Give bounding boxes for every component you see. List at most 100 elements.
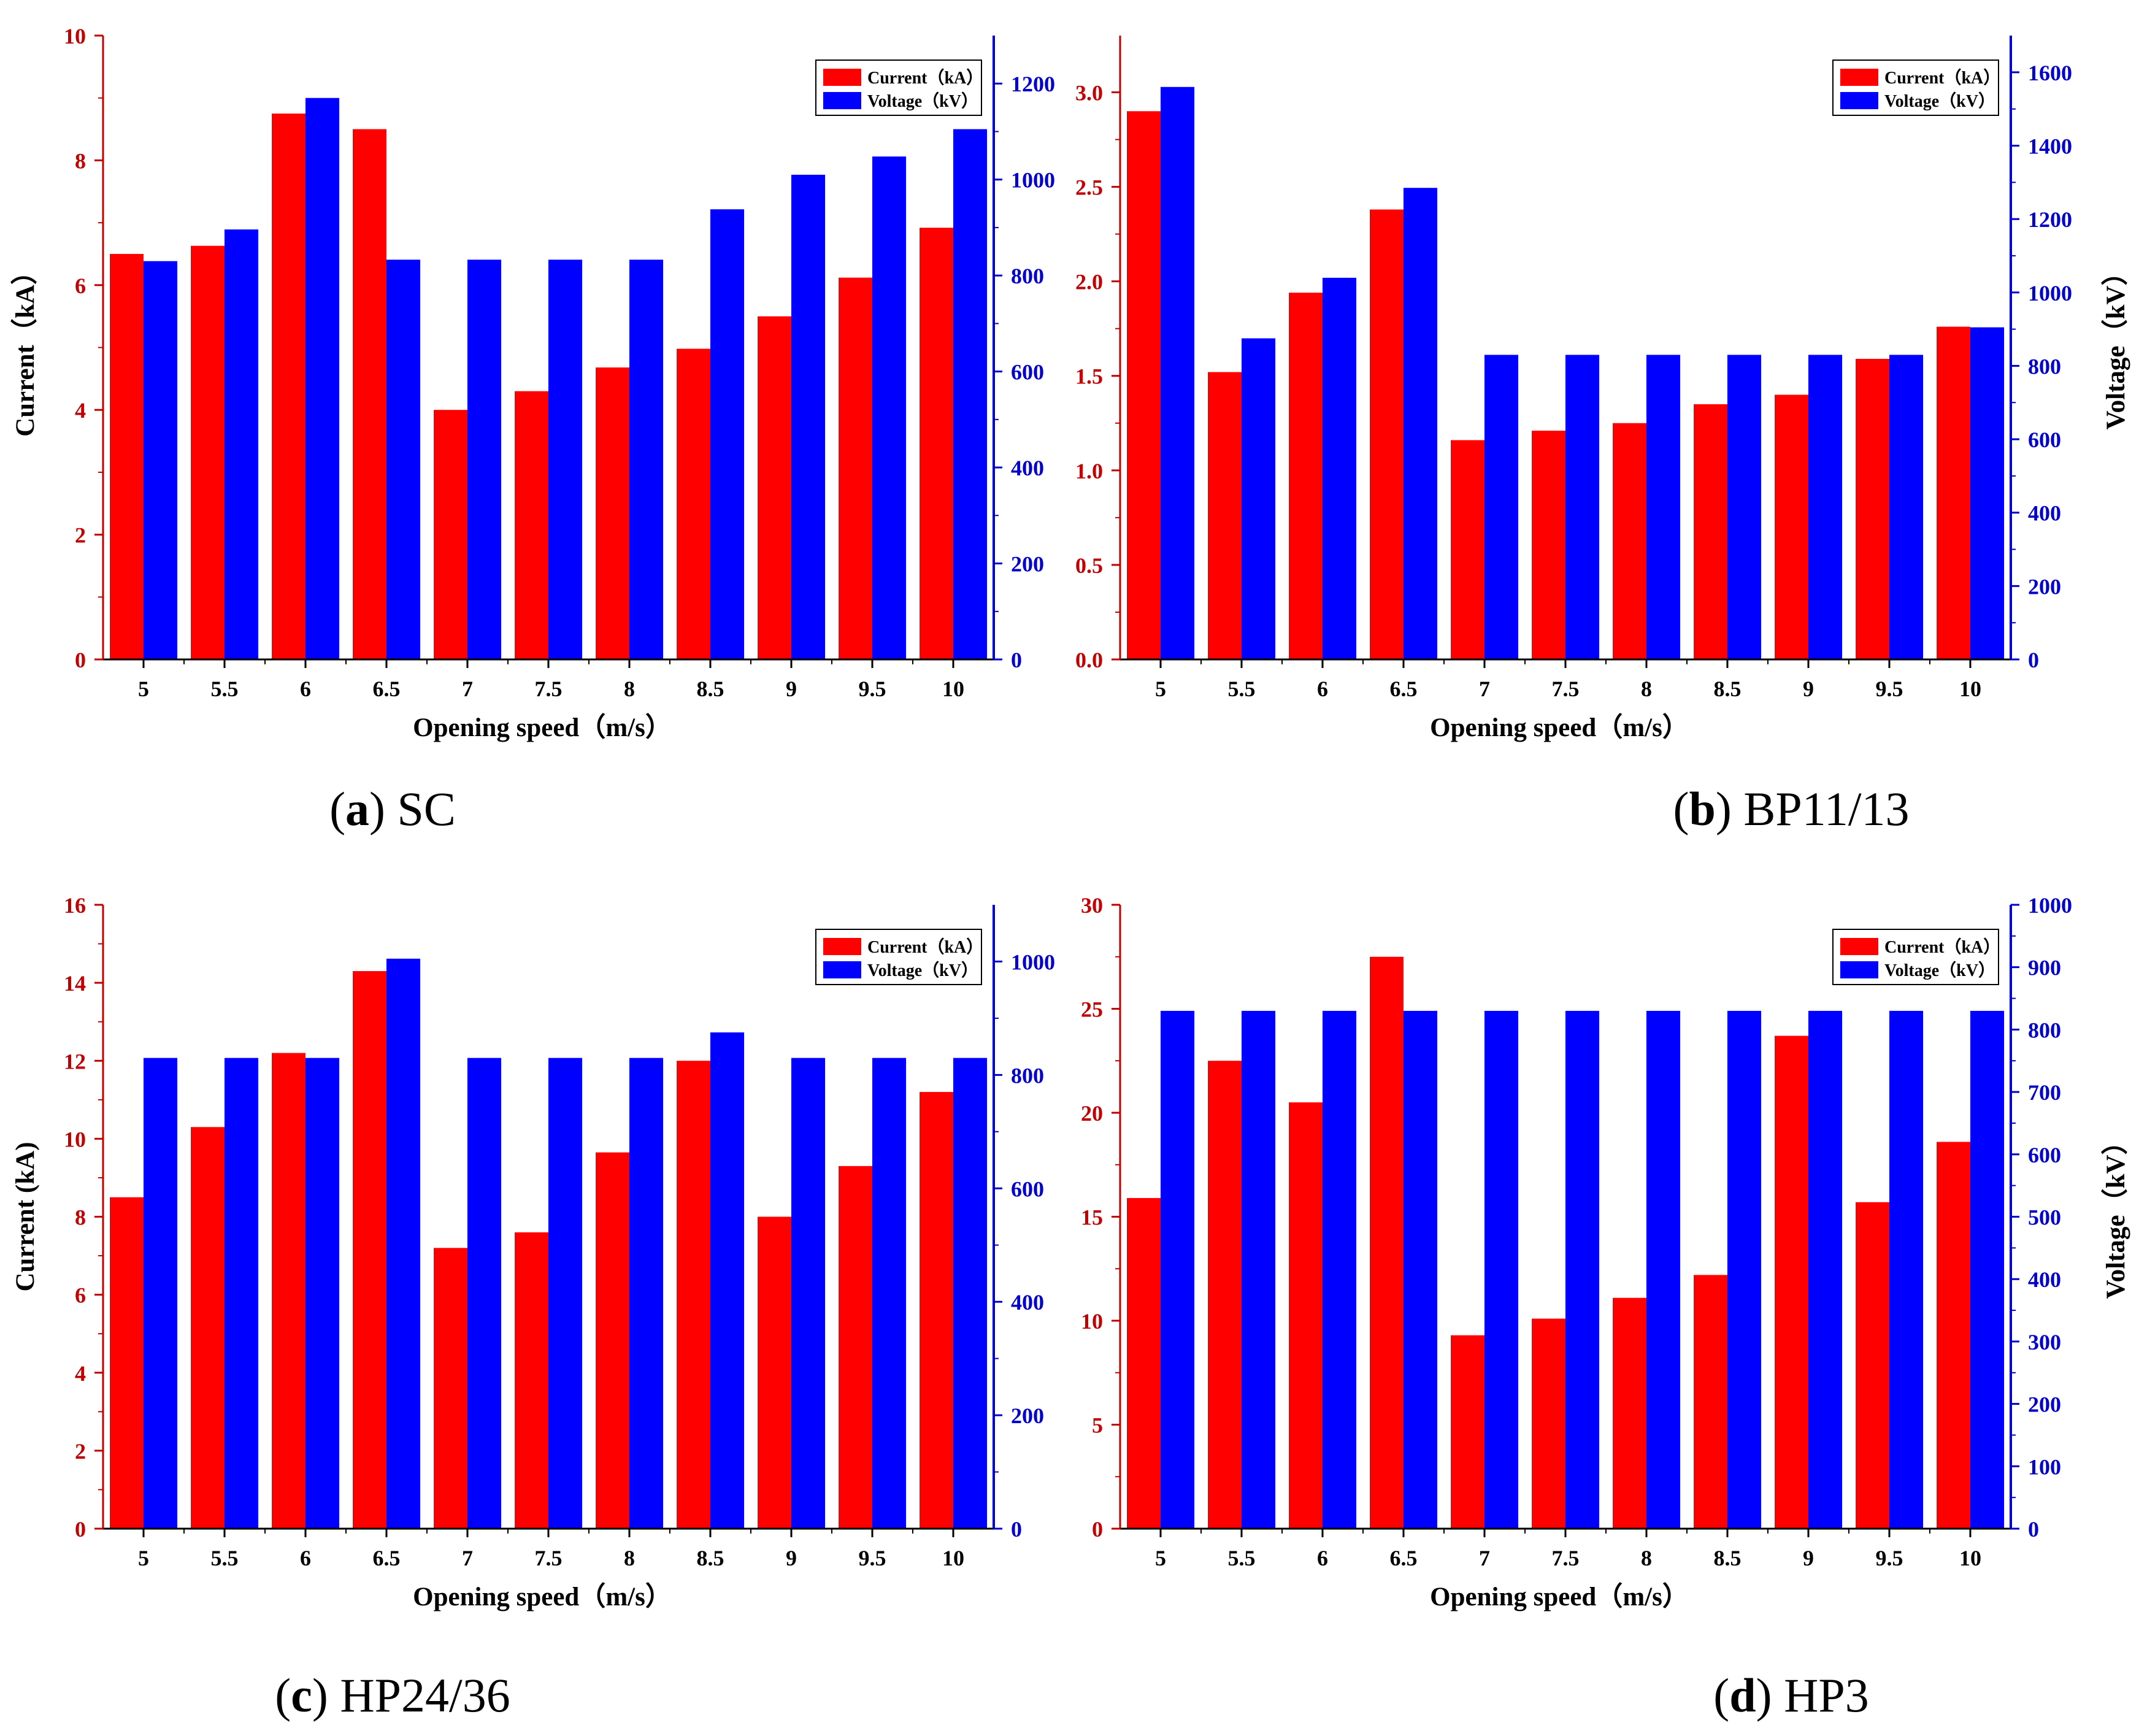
right-y-tick-label: 1200 (2028, 207, 2072, 232)
right-y-tick-label: 400 (1011, 1290, 1044, 1315)
voltage-bar (386, 259, 420, 659)
voltage-bar (548, 259, 582, 659)
left-y-tick-label: 0 (75, 648, 86, 672)
right-y-tick-label: 0 (2028, 648, 2039, 672)
current-bar (1451, 1335, 1484, 1529)
voltage-bar (1970, 327, 2004, 659)
current-bar (839, 1166, 872, 1529)
current-bar (1856, 1202, 1889, 1529)
left-y-tick-label: 4 (75, 1361, 86, 1386)
current-bar (596, 367, 629, 659)
legend-label-current: Current（kA） (1884, 67, 2000, 88)
left-y-axis-title: Current (kA) (11, 1142, 40, 1291)
current-bar (677, 348, 710, 659)
left-y-tick-label: 25 (1081, 997, 1103, 1022)
voltage-bar (1565, 355, 1599, 659)
right-y-tick-label: 600 (1011, 1177, 1044, 1201)
current-bar (1289, 293, 1323, 659)
voltage-bar (1889, 1010, 1923, 1529)
left-y-tick-label: 30 (1081, 893, 1103, 918)
right-y-tick-label: 100 (2028, 1454, 2061, 1479)
voltage-bar (467, 259, 501, 659)
current-bar (434, 410, 467, 659)
right-y-tick-label: 200 (1011, 1404, 1044, 1428)
left-y-tick-label: 20 (1081, 1101, 1103, 1126)
x-tick-label: 5 (1155, 677, 1166, 701)
x-tick-label: 5 (138, 677, 149, 701)
right-y-tick-label: 600 (1011, 360, 1044, 385)
voltage-bar (1404, 188, 1437, 659)
legend-label-current: Current（kA） (1884, 937, 2000, 957)
current-bar (1532, 1318, 1565, 1529)
left-y-tick-label: 2 (75, 1439, 86, 1464)
legend-label-voltage: Voltage（kV） (1884, 960, 1995, 980)
current-bar (353, 971, 386, 1529)
right-y-tick-label: 1200 (1011, 72, 1055, 96)
right-y-tick-label: 1000 (2028, 893, 2072, 918)
left-y-tick-label: 0 (75, 1517, 86, 1542)
x-tick-label: 9 (1803, 677, 1814, 701)
x-tick-label: 7 (1479, 677, 1490, 701)
voltage-bar (1970, 1010, 2004, 1529)
legend-swatch-voltage (1840, 961, 1878, 978)
x-tick-label: 6.5 (1390, 1546, 1418, 1570)
x-axis-title: Opening speed（m/s） (413, 1582, 672, 1611)
legend-label-voltage: Voltage（kV） (867, 91, 978, 111)
current-bar (353, 129, 386, 660)
current-bar (110, 253, 144, 659)
x-tick-label: 9.5 (1876, 677, 1903, 701)
x-tick-label: 8.5 (697, 1546, 724, 1570)
legend: Current（kA） Voltage（kV） (1832, 60, 2000, 116)
left-y-axis-title: Current（kA） (10, 258, 40, 437)
chart-panel-b: 5 5.5 6 6.5 7 7.5 8 8.5 9 9.5 10 0.0 0.5 1.0 1.5 2.0 2.5… (1075, 36, 2130, 742)
chart-panel-c: 5 5.5 6 6.5 7 7.5 8 8.5 9 9.5 10 0 2 4 6 8 10 12 14 16 0 200 4… (11, 893, 1055, 1611)
voltage-bar (548, 1058, 582, 1529)
voltage-bar (305, 98, 339, 659)
left-y-tick-label: 3.0 (1075, 80, 1103, 105)
voltage-bar (953, 129, 987, 660)
x-tick-label: 9.5 (1876, 1546, 1903, 1570)
voltage-bar (1646, 1010, 1680, 1529)
voltage-bar (386, 958, 420, 1529)
current-bar (515, 1232, 548, 1529)
voltage-bar (225, 1058, 258, 1529)
legend-label-voltage: Voltage（kV） (867, 960, 978, 980)
right-y-tick-label: 800 (2028, 1018, 2061, 1042)
legend-label-voltage: Voltage（kV） (1884, 91, 1995, 111)
x-tick-label: 7 (462, 1546, 473, 1570)
x-tick-label: 10 (1959, 677, 1981, 701)
left-y-tick-label: 1.0 (1075, 459, 1103, 483)
x-tick-label: 7 (1479, 1546, 1490, 1570)
current-bar (1856, 358, 1889, 659)
x-tick-label: 6 (1317, 677, 1328, 701)
current-bar (191, 245, 225, 659)
voltage-bar (1484, 1010, 1518, 1529)
current-bar (1370, 956, 1404, 1529)
current-bar (920, 228, 953, 660)
right-y-tick-label: 200 (2028, 574, 2061, 599)
legend-swatch-voltage (823, 961, 861, 978)
left-y-tick-label: 14 (64, 971, 86, 996)
current-bar (1370, 209, 1404, 659)
x-tick-label: 5.5 (1228, 677, 1256, 701)
x-tick-label: 8 (1641, 677, 1652, 701)
left-y-tick-label: 16 (64, 893, 86, 918)
panel-caption-b: (b) BP11/13 (1673, 782, 1909, 835)
right-y-tick-label: 400 (2028, 1267, 2061, 1292)
x-tick-label: 8.5 (1714, 677, 1742, 701)
legend-swatch-voltage (1840, 92, 1878, 109)
x-tick-label: 6 (300, 1546, 311, 1570)
right-y-tick-label: 1000 (1011, 950, 1055, 974)
left-y-tick-label: 2 (75, 523, 86, 548)
panel-caption-c: (c) HP24/36 (275, 1669, 510, 1722)
left-y-tick-label: 15 (1081, 1205, 1103, 1230)
right-y-tick-label: 800 (2028, 354, 2061, 378)
current-bar (1532, 431, 1565, 659)
legend-swatch-voltage (823, 92, 861, 109)
x-tick-label: 9 (786, 677, 797, 701)
right-y-axis-title: Voltage（kV） (2101, 1129, 2130, 1299)
voltage-bar (144, 261, 177, 660)
x-tick-label: 10 (942, 1546, 964, 1570)
current-bar (434, 1248, 467, 1529)
right-y-tick-label: 500 (2028, 1205, 2061, 1230)
